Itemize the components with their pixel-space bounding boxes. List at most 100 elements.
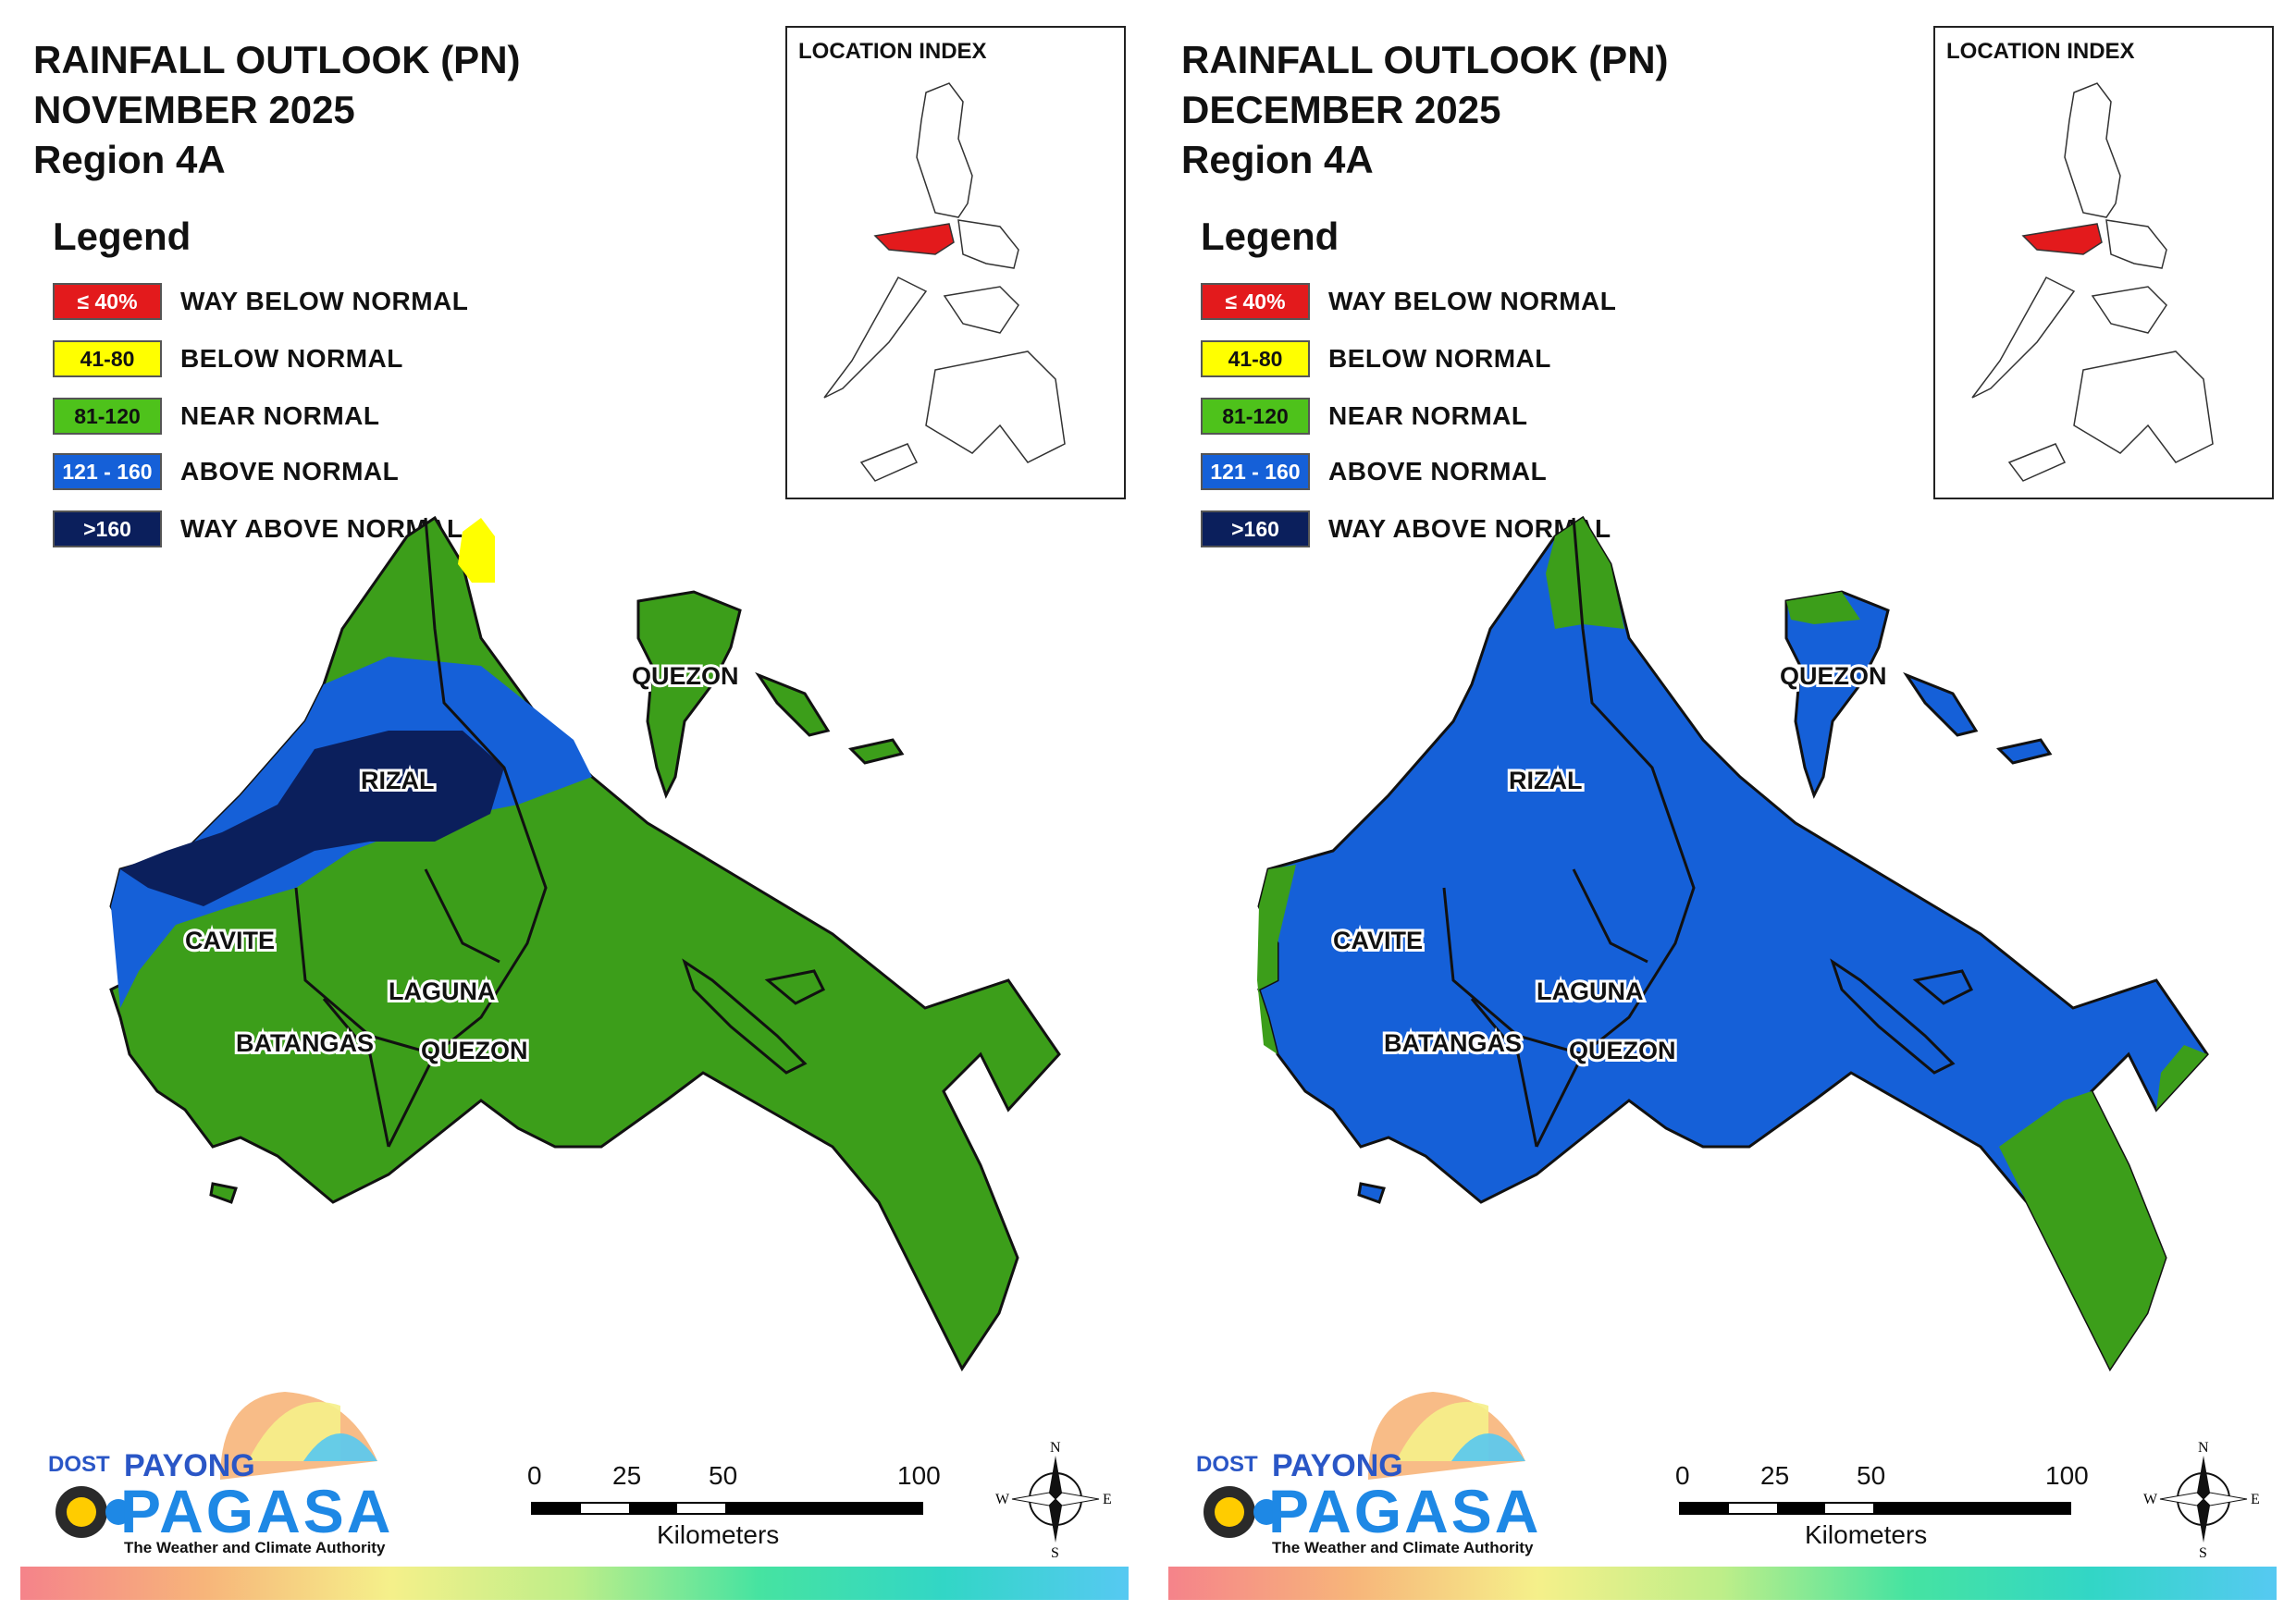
legend-label: WAY BELOW NORMAL <box>1328 287 1617 315</box>
legend-swatch: ≤ 40% <box>1201 283 1310 320</box>
province-label-batangas: BATANGAS <box>236 1029 374 1057</box>
legend-swatch: 121 - 160 <box>1201 453 1310 490</box>
gradient-footer-bar <box>1168 1567 2277 1600</box>
scale-label-0: 0 <box>527 1461 542 1490</box>
compass-rose-icon: N S W E <box>2143 1440 2260 1559</box>
svg-text:W: W <box>995 1492 1010 1507</box>
title-line-3: Region 4A <box>1181 138 1374 181</box>
svg-text:S: S <box>1051 1545 1059 1559</box>
province-label-quezon-north: QUEZON <box>632 662 739 690</box>
scale-bar-graphic <box>1679 1502 2071 1515</box>
svg-text:W: W <box>2143 1492 2158 1507</box>
compass-rose-icon: N S W E <box>995 1440 1112 1559</box>
location-index-title: LOCATION INDEX <box>1946 39 2135 64</box>
legend-swatch: 121 - 160 <box>53 453 162 490</box>
province-label-quezon-south: QUEZON <box>1569 1037 1676 1064</box>
legend-label: WAY BELOW NORMAL <box>180 287 469 315</box>
scale-bar: 0 25 50 100 Kilometers <box>527 1461 941 1563</box>
title-line-1: RAINFALL OUTLOOK (PN) <box>1181 38 1669 81</box>
location-index-map: LOCATION INDEX <box>1933 26 2274 499</box>
way-above-normal-zone <box>120 731 504 906</box>
scale-label-100: 100 <box>897 1461 941 1490</box>
umbrella-icon <box>1204 1392 1525 1538</box>
dost-text: DOST <box>48 1452 110 1477</box>
map-title: RAINFALL OUTLOOK (PN) NOVEMBER 2025 Regi… <box>33 35 521 185</box>
province-label-rizal: RIZAL <box>361 767 434 794</box>
scale-unit: Kilometers <box>657 1520 780 1549</box>
legend-swatch: 41-80 <box>1201 340 1310 377</box>
near-normal-zone-southeast <box>1999 1091 2166 1369</box>
payong-text: PAYONG <box>124 1448 255 1483</box>
legend-label: NEAR NORMAL <box>1328 401 1528 430</box>
map-title: RAINFALL OUTLOOK (PN) DECEMBER 2025 Regi… <box>1181 35 1669 185</box>
legend-title: Legend <box>1201 215 1339 258</box>
pagasa-text: PAGASA <box>120 1477 394 1545</box>
scale-label-100: 100 <box>2045 1461 2089 1490</box>
legend-swatch: >160 <box>1201 510 1310 547</box>
legend-label: BELOW NORMAL <box>180 344 403 373</box>
scale-unit: Kilometers <box>1805 1520 1928 1549</box>
province-label-laguna: LAGUNA <box>389 977 496 1005</box>
title-line-2: DECEMBER 2025 <box>1181 88 1501 131</box>
payong-text: PAYONG <box>1272 1448 1403 1483</box>
legend-title: Legend <box>53 215 191 258</box>
svg-text:E: E <box>2251 1492 2260 1507</box>
legend-row: 41-80 BELOW NORMAL <box>1201 338 1551 379</box>
legend-swatch: 81-120 <box>1201 398 1310 435</box>
svg-text:S: S <box>2199 1545 2207 1559</box>
legend-row: ≤ 40% WAY BELOW NORMAL <box>53 281 468 322</box>
december-panel: RAINFALL OUTLOOK (PN) DECEMBER 2025 Regi… <box>1148 0 2296 1623</box>
pagasa-logo: DOST PAYONG PAGASA The Weather and Clima… <box>35 1387 405 1563</box>
province-label-laguna: LAGUNA <box>1537 977 1644 1005</box>
rainfall-map: RIZAL CAVITE LAGUNA BATANGAS QUEZON QUEZ… <box>109 515 1061 1371</box>
philippines-outline <box>1971 82 2214 482</box>
legend-row: >160 WAY ABOVE NORMAL <box>1201 509 1611 549</box>
title-line-1: RAINFALL OUTLOOK (PN) <box>33 38 521 81</box>
legend-label: ABOVE NORMAL <box>180 457 400 486</box>
location-index-map: LOCATION INDEX <box>785 26 1126 499</box>
pagasa-logo: DOST PAYONG PAGASA The Weather and Clima… <box>1183 1387 1553 1563</box>
below-normal-zone <box>458 518 495 583</box>
province-label-quezon-north: QUEZON <box>1780 662 1887 690</box>
scale-label-25: 25 <box>612 1461 642 1490</box>
scale-bar-graphic <box>531 1502 923 1515</box>
near-normal-zone-north <box>1546 518 1624 629</box>
gradient-footer-bar <box>20 1567 1129 1600</box>
legend-row: 81-120 NEAR NORMAL <box>53 396 380 436</box>
legend-row: ≤ 40% WAY BELOW NORMAL <box>1201 281 1616 322</box>
title-line-3: Region 4A <box>33 138 226 181</box>
province-label-rizal: RIZAL <box>1509 767 1582 794</box>
scale-label-25: 25 <box>1760 1461 1790 1490</box>
svg-text:E: E <box>1103 1492 1112 1507</box>
november-panel: RAINFALL OUTLOOK (PN) NOVEMBER 2025 Regi… <box>20 26 1129 1600</box>
legend-swatch: >160 <box>53 510 162 547</box>
scale-label-50: 50 <box>709 1461 738 1490</box>
scale-label-0: 0 <box>1675 1461 1690 1490</box>
rainfall-map: RIZAL CAVITE LAGUNA BATANGAS QUEZON QUEZ… <box>1257 515 2209 1371</box>
svg-text:N: N <box>2198 1440 2209 1456</box>
legend-label: ABOVE NORMAL <box>1328 457 1548 486</box>
svg-text:N: N <box>1050 1440 1061 1456</box>
legend-swatch: ≤ 40% <box>53 283 162 320</box>
province-label-batangas: BATANGAS <box>1384 1029 1522 1057</box>
quezon-north-island <box>636 590 742 799</box>
legend-row: 121 - 160 ABOVE NORMAL <box>53 451 399 492</box>
legend-swatch: 81-120 <box>53 398 162 435</box>
legend-swatch: 41-80 <box>53 340 162 377</box>
quezon-north-island <box>1784 590 1890 799</box>
philippines-outline <box>823 82 1066 482</box>
province-label-cavite: CAVITE <box>1333 927 1423 954</box>
province-label-cavite: CAVITE <box>185 927 275 954</box>
location-index-title: LOCATION INDEX <box>798 39 987 64</box>
tagline-text: The Weather and Climate Authority <box>1272 1539 1534 1556</box>
legend-row: 41-80 BELOW NORMAL <box>53 338 403 379</box>
title-line-2: NOVEMBER 2025 <box>33 88 355 131</box>
scale-label-50: 50 <box>1857 1461 1886 1490</box>
legend-row: 121 - 160 ABOVE NORMAL <box>1201 451 1547 492</box>
tagline-text: The Weather and Climate Authority <box>124 1539 386 1556</box>
dost-text: DOST <box>1196 1452 1258 1477</box>
province-label-quezon-south: QUEZON <box>421 1037 528 1064</box>
pagasa-text: PAGASA <box>1268 1477 1542 1545</box>
umbrella-icon <box>56 1392 377 1538</box>
legend-label: NEAR NORMAL <box>180 401 380 430</box>
